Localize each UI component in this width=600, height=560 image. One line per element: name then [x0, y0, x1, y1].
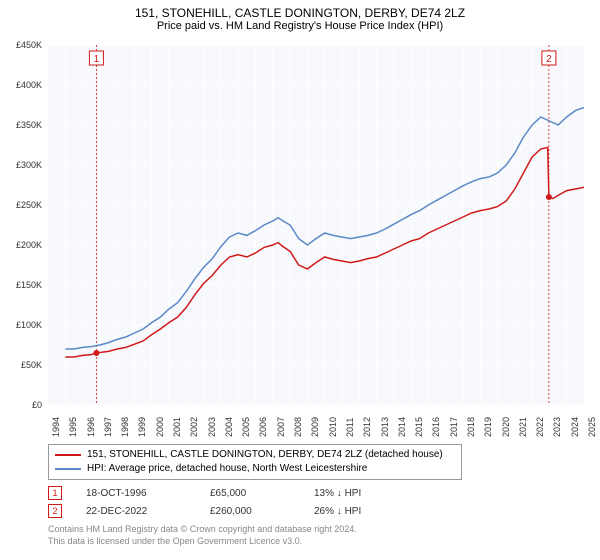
chart-container: 151, STONEHILL, CASTLE DONINGTON, DERBY,… [0, 0, 600, 560]
legend-label: 151, STONEHILL, CASTLE DONINGTON, DERBY,… [87, 448, 443, 462]
x-tick-label: 1994 [51, 417, 61, 437]
x-tick-label: 2001 [172, 417, 182, 437]
x-tick-label: 2015 [414, 417, 424, 437]
footer: Contains HM Land Registry data © Crown c… [48, 523, 568, 547]
y-tick-label: £300K [16, 160, 42, 170]
x-tick-label: 1999 [137, 417, 147, 437]
x-tick-label: 2008 [293, 417, 303, 437]
svg-text:1: 1 [94, 54, 100, 65]
x-tick-label: 2022 [535, 417, 545, 437]
x-tick-label: 2004 [224, 417, 234, 437]
x-tick-label: 2012 [362, 417, 372, 437]
x-tick-label: 1997 [103, 417, 113, 437]
x-tick-label: 2017 [449, 417, 459, 437]
x-tick-label: 2003 [207, 417, 217, 437]
x-tick-label: 2014 [397, 417, 407, 437]
x-tick-label: 2009 [310, 417, 320, 437]
y-tick-label: £100K [16, 320, 42, 330]
x-tick-label: 1995 [68, 417, 78, 437]
y-tick-label: £250K [16, 200, 42, 210]
point-price: £260,000 [210, 506, 290, 517]
y-tick-label: £150K [16, 280, 42, 290]
y-tick-label: £350K [16, 120, 42, 130]
x-tick-label: 2007 [276, 417, 286, 437]
x-tick-label: 2005 [241, 417, 251, 437]
x-tick-label: 2013 [380, 417, 390, 437]
x-tick-label: 2020 [501, 417, 511, 437]
x-tick-label: 2011 [345, 418, 355, 437]
point-pct: 13% ↓ HPI [314, 488, 361, 499]
x-tick-label: 1996 [86, 417, 96, 437]
point-row: 2 22-DEC-2022 £260,000 26% ↓ HPI [48, 502, 568, 520]
x-tick-label: 2023 [552, 417, 562, 437]
x-axis-labels: 1994 1995 1996 1997 1998 1999 2000 2001 2002 2003… [48, 407, 584, 447]
x-tick-label: 1998 [120, 417, 130, 437]
x-tick-label: 2021 [518, 417, 528, 437]
point-details: 1 18-OCT-1996 £65,000 13% ↓ HPI 2 22-DEC-2022… [48, 484, 568, 520]
x-tick-label: 2006 [258, 417, 268, 437]
legend: 151, STONEHILL, CASTLE DONINGTON, DERBY,… [48, 444, 462, 480]
x-tick-label: 2024 [570, 417, 580, 437]
y-tick-label: £0 [32, 400, 42, 410]
svg-text:2: 2 [546, 54, 552, 65]
legend-label: HPI: Average price, detached house, Nort… [87, 462, 367, 476]
plot-area: 12 [48, 45, 584, 405]
y-tick-label: £50K [21, 360, 42, 370]
legend-swatch [55, 454, 81, 456]
point-badge: 2 [48, 504, 62, 518]
chart-title: 151, STONEHILL, CASTLE DONINGTON, DERBY,… [0, 6, 600, 20]
y-tick-label: £450K [16, 40, 42, 50]
x-tick-label: 2016 [431, 417, 441, 437]
point-date: 22-DEC-2022 [86, 506, 186, 517]
x-tick-label: 2019 [483, 417, 493, 437]
legend-item: 151, STONEHILL, CASTLE DONINGTON, DERBY,… [55, 448, 455, 462]
title-block: 151, STONEHILL, CASTLE DONINGTON, DERBY,… [0, 0, 600, 32]
footer-line2: This data is licensed under the Open Gov… [48, 535, 568, 547]
x-tick-label: 2002 [189, 417, 199, 437]
point-badge: 1 [48, 486, 62, 500]
x-tick-label: 2018 [466, 417, 476, 437]
x-tick-label: 2025 [587, 417, 597, 437]
point-date: 18-OCT-1996 [86, 488, 186, 499]
x-tick-label: 2000 [155, 417, 165, 437]
footer-line1: Contains HM Land Registry data © Crown c… [48, 523, 568, 535]
chart-subtitle: Price paid vs. HM Land Registry's House … [0, 20, 600, 32]
y-tick-label: £200K [16, 240, 42, 250]
y-tick-label: £400K [16, 80, 42, 90]
point-pct: 26% ↓ HPI [314, 506, 361, 517]
point-row: 1 18-OCT-1996 £65,000 13% ↓ HPI [48, 484, 568, 502]
chart-svg: 12 [48, 45, 584, 405]
legend-swatch [55, 468, 81, 470]
x-tick-label: 2010 [328, 417, 338, 437]
legend-item: HPI: Average price, detached house, Nort… [55, 462, 455, 476]
point-price: £65,000 [210, 488, 290, 499]
y-axis-labels: £0£50K£100K£150K£200K£250K£300K£350K£400… [0, 45, 46, 405]
